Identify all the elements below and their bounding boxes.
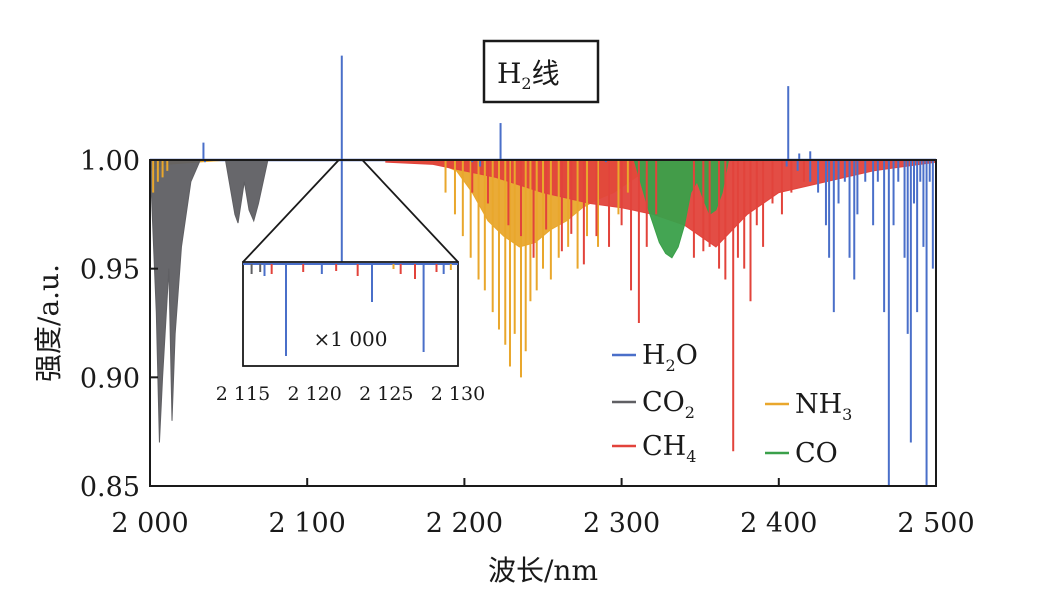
- legend: H2O CO2 CH4 NH3 CO: [612, 340, 852, 469]
- legend-label-ho: H2O: [642, 340, 698, 375]
- y-axis-title: 强度/a.u.: [32, 264, 65, 382]
- y-tick-label: 0.95: [80, 255, 140, 286]
- x-tick-label: 2 000: [111, 508, 188, 539]
- x-axis: 2 000 2 100 2 200 2 300 2 400 2 500: [111, 478, 975, 539]
- y-tick-label: 0.85: [80, 472, 140, 503]
- plot-frame: [149, 159, 937, 487]
- x-tick-label: 2 200: [426, 508, 503, 539]
- inset-x-tick-label: 2 115: [216, 383, 270, 405]
- x-tick-label: 2 500: [897, 508, 974, 539]
- inset-x-tick-label: 2 130: [431, 383, 485, 405]
- y-axis: 0.85 0.90 0.95 1.00: [80, 146, 158, 503]
- zoom-connector-left: [242, 159, 340, 263]
- inset-zoom: ×1 000 2 115 2 120 2 125 2 130: [216, 159, 485, 405]
- inset-x-tick-label: 2 120: [287, 383, 341, 405]
- inset-scale-label: ×1 000: [313, 327, 387, 351]
- x-axis-title: 波长/nm: [488, 554, 598, 587]
- x-tick-label: 2 400: [740, 508, 817, 539]
- legend-label-ch: CH4: [642, 431, 696, 466]
- y-tick-label: 1.00: [80, 146, 140, 177]
- series-co-band-1: [224, 159, 269, 224]
- inset-x-tick-label: 2 125: [359, 383, 413, 405]
- zoom-connector-right: [361, 159, 459, 263]
- series-co-band-0: [149, 159, 202, 443]
- legend-label-co: CO2: [642, 387, 695, 422]
- x-tick-label: 2 100: [269, 508, 346, 539]
- x-tick-label: 2 300: [583, 508, 660, 539]
- inset-frame: [242, 261, 459, 367]
- y-tick-label: 0.90: [80, 363, 140, 394]
- legend-label-nh: NH3: [795, 389, 852, 424]
- title-box: H2线: [482, 39, 600, 104]
- chart-title: H2线: [497, 57, 560, 93]
- legend-label-co: CO: [795, 438, 838, 469]
